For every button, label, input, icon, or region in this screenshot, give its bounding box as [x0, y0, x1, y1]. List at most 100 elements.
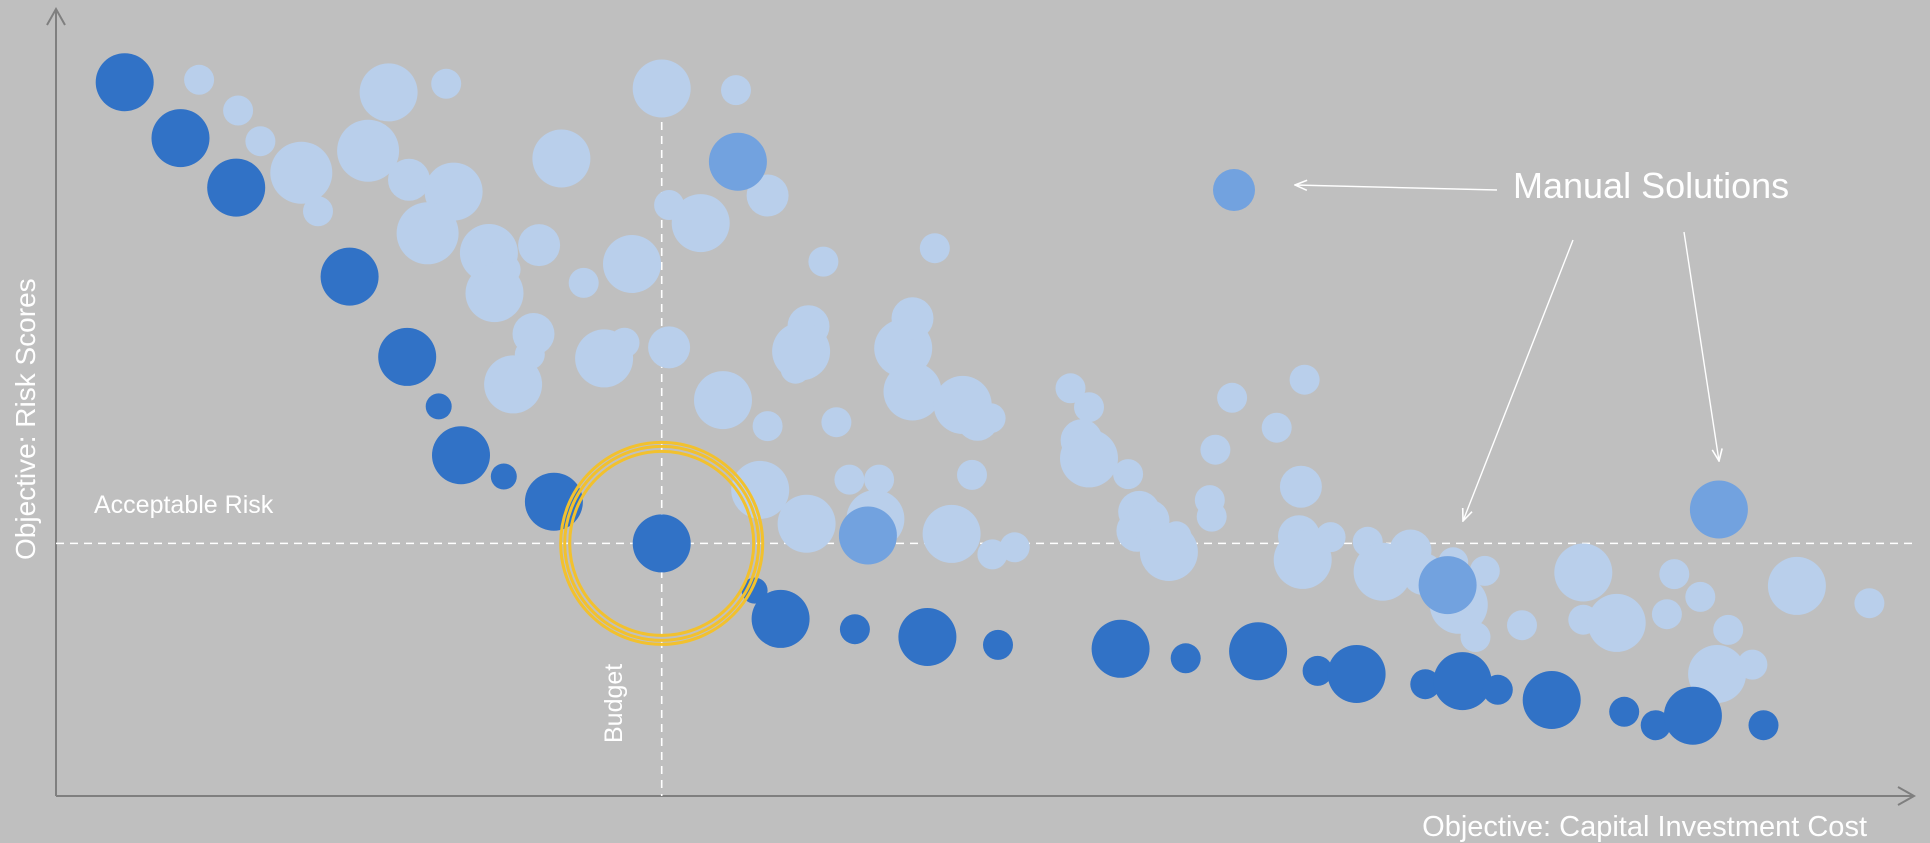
candidate-solutions-point-79 — [1460, 622, 1491, 652]
pareto-front-point-25 — [1640, 710, 1671, 741]
pareto-front-point-27 — [1748, 710, 1779, 741]
candidate-solutions-point-67 — [1261, 412, 1292, 443]
candidate-solutions-point-66 — [1289, 364, 1320, 395]
candidate-solutions-point-14 — [490, 254, 521, 285]
candidate-solutions-point-40 — [731, 460, 790, 519]
candidate-solutions-point-35 — [821, 407, 852, 438]
arrow-to-manual-right — [1683, 231, 1719, 461]
candidate-solutions-point-81 — [1554, 543, 1613, 602]
pareto-front-point-9 — [632, 514, 691, 573]
candidate-solutions-point-3 — [270, 141, 333, 204]
candidate-solutions-point-49 — [922, 504, 981, 563]
candidate-solutions-point-36 — [834, 464, 865, 495]
candidate-solutions-point-52 — [1055, 373, 1086, 404]
candidate-solutions-point-23 — [632, 59, 691, 118]
x-axis-label: Objective: Capital Investment Cost — [1422, 811, 1867, 843]
highlight-ring-1 — [563, 444, 761, 642]
candidate-solutions-point-47 — [975, 403, 1006, 434]
candidate-solutions-point-5 — [337, 119, 400, 182]
pareto-front-point-18 — [1302, 655, 1333, 686]
candidate-solutions-point-61 — [1161, 521, 1192, 552]
candidate-solutions-point-7 — [388, 158, 430, 201]
pareto-front-point-19 — [1327, 645, 1386, 703]
candidate-solutions-point-25 — [648, 326, 691, 369]
acceptable-risk-label: Acceptable Risk — [94, 491, 274, 519]
candidate-solutions-point-62 — [1200, 434, 1231, 465]
pareto-front-point-7 — [490, 463, 517, 490]
manual-solutions-arrows — [1295, 185, 1719, 521]
manual-solutions-point-2 — [838, 506, 897, 565]
arrow-to-manual-top — [1295, 185, 1498, 190]
candidate-solutions-point-15 — [532, 129, 591, 188]
pareto-front-point-22 — [1482, 674, 1513, 705]
pareto-front-point-21 — [1433, 652, 1492, 711]
candidate-solutions-point-1 — [223, 95, 254, 126]
candidate-solutions-point-83 — [1587, 593, 1646, 652]
manual-solutions-point-1 — [1213, 169, 1255, 211]
pareto-front-point-20 — [1410, 669, 1441, 700]
candidate-solutions-point-30 — [752, 411, 783, 442]
candidate-solutions-point-18 — [514, 339, 545, 370]
candidate-solutions-point-37 — [864, 464, 895, 495]
candidate-solutions-point-88 — [1713, 614, 1744, 645]
candidate-solutions-point-9 — [396, 202, 459, 265]
pareto-front-point-24 — [1609, 696, 1640, 727]
pareto-front-point-11 — [751, 589, 810, 648]
highlight-ring-0 — [568, 449, 756, 637]
candidate-solutions-point-71 — [1315, 522, 1346, 553]
candidate-solutions-point-56 — [1113, 459, 1144, 490]
candidate-solutions-point-43 — [891, 297, 934, 340]
y-axis-label: Objective: Risk Scores — [10, 278, 41, 560]
pareto-front-point-0 — [95, 53, 154, 112]
manual-solutions-point-0 — [708, 132, 767, 191]
candidate-solutions-point-84 — [1651, 599, 1682, 630]
budget-label: Budget — [600, 664, 628, 743]
candidate-solutions-point-77 — [1469, 555, 1500, 586]
pareto-front-point-14 — [983, 629, 1013, 660]
manual-solutions-point-4 — [1689, 480, 1748, 539]
candidate-solutions-point-65 — [1217, 382, 1248, 413]
candidate-solutions-point-24 — [575, 329, 634, 388]
pareto-front-point-4 — [378, 327, 437, 386]
candidate-solutions-point-16 — [518, 224, 561, 267]
candidate-solutions-point-51 — [977, 539, 1008, 570]
candidate-solutions-point-19 — [568, 267, 599, 298]
candidate-solutions-point-55 — [1060, 429, 1118, 488]
candidate-solutions-point-86 — [1685, 581, 1716, 612]
candidate-solutions-point-80 — [1507, 610, 1537, 641]
pareto-front-point-17 — [1229, 622, 1288, 681]
candidate-solutions-point-68 — [1279, 465, 1322, 508]
pareto-front-point-5 — [425, 393, 452, 420]
pareto-front-point-26 — [1663, 686, 1722, 745]
candidate-solutions-point-4 — [303, 196, 333, 227]
pareto-front-point-23 — [1522, 671, 1581, 729]
candidate-solutions-point-6 — [359, 63, 418, 122]
arrow-to-manual-middle — [1463, 239, 1574, 521]
selected-solution-highlight — [559, 440, 765, 646]
pareto-front-point-12 — [839, 614, 870, 645]
candidate-solutions-point-42 — [883, 362, 942, 421]
pareto-front-point-3 — [320, 247, 379, 306]
pareto-front-point-15 — [1091, 619, 1150, 678]
pareto-front-point-2 — [207, 158, 266, 217]
candidate-solutions-point-34 — [772, 322, 831, 381]
candidate-solutions-point-91 — [1854, 588, 1885, 619]
candidate-solutions-point-0 — [184, 64, 215, 95]
manual-solutions-label: Manual Solutions — [1513, 165, 1789, 206]
candidate-solutions-point-89 — [1737, 649, 1768, 680]
candidate-solutions-point-44 — [919, 233, 950, 264]
candidate-solutions-point-2 — [245, 126, 276, 157]
candidate-solutions-point-32 — [808, 246, 839, 277]
pareto-front-point-1 — [151, 109, 210, 168]
candidate-solutions-point-90 — [1767, 556, 1826, 615]
pareto-front-point-6 — [432, 426, 490, 485]
candidate-solutions-point-13 — [484, 355, 543, 414]
candidate-solutions-point-10 — [431, 68, 462, 99]
x-axis — [56, 786, 1917, 806]
candidate-solutions-point-53 — [1074, 392, 1104, 423]
candidate-solutions-point-27 — [721, 75, 751, 106]
y-axis — [46, 6, 66, 796]
candidate-solutions-point-20 — [603, 235, 661, 293]
candidate-solutions-point-39 — [777, 494, 836, 553]
